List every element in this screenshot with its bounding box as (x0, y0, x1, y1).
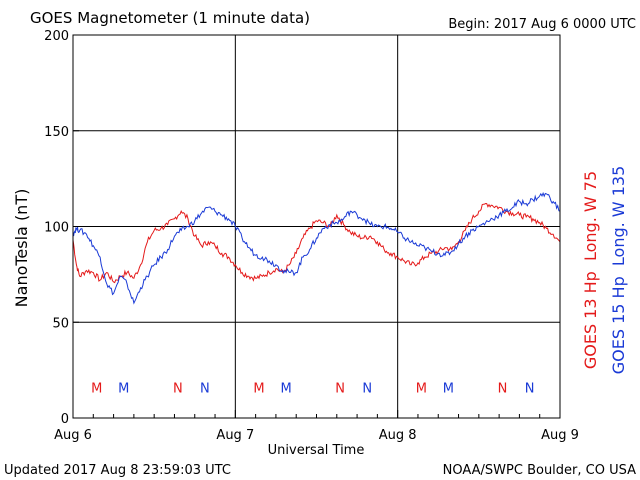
y-axis-label: NanoTesla (nT) (12, 189, 31, 308)
updated-timestamp: Updated 2017 Aug 8 23:59:03 UTC (4, 463, 231, 478)
x-tick-label: Aug 9 (541, 428, 579, 443)
marker-goes13-N: N (335, 381, 345, 396)
x-tick-label: Aug 7 (216, 428, 254, 443)
marker-goes15-M: M (443, 381, 454, 396)
noaa-credit: NOAA/SWPC Boulder, CO USA (443, 463, 636, 478)
series-line-goes15 (72, 191, 561, 305)
event-markers: M N M N M NM N M N M N (91, 381, 534, 396)
series-lines (72, 191, 561, 305)
plot-frame (72, 34, 561, 419)
axes: 0 50 100 150 200 Aug 6 Aug 7 Aug 8 Aug 9 (44, 29, 579, 443)
marker-goes15-N: N (362, 381, 372, 396)
y-tick-label: 50 (52, 316, 69, 331)
marker-goes13-N: N (173, 381, 183, 396)
series-line-goes13 (72, 202, 561, 284)
marker-goes15-N: N (200, 381, 210, 396)
x-tick-label: Aug 6 (54, 428, 92, 443)
marker-goes15-N: N (525, 381, 535, 396)
grid (73, 35, 560, 418)
marker-goes13-M: M (253, 381, 264, 396)
marker-goes13-M: M (416, 381, 427, 396)
marker-goes13-N: N (498, 381, 508, 396)
legend-goes15: GOES 15 Hp Long. W 135 (609, 166, 628, 374)
marker-goes15-M: M (280, 381, 291, 396)
x-axis-label: Universal Time (268, 443, 365, 458)
x-tick-label: Aug 8 (379, 428, 417, 443)
marker-goes15-M: M (118, 381, 129, 396)
chart-title: GOES Magnetometer (1 minute data) (30, 9, 310, 27)
y-tick-label: 150 (44, 125, 69, 140)
y-tick-label: 0 (61, 412, 69, 427)
begin-time: Begin: 2017 Aug 6 0000 UTC (448, 17, 636, 32)
y-tick-label: 100 (44, 221, 69, 236)
y-tick-label: 200 (44, 29, 69, 44)
marker-goes13-M: M (91, 381, 102, 396)
legend-goes13: GOES 13 Hp Long. W 75 (581, 171, 600, 369)
